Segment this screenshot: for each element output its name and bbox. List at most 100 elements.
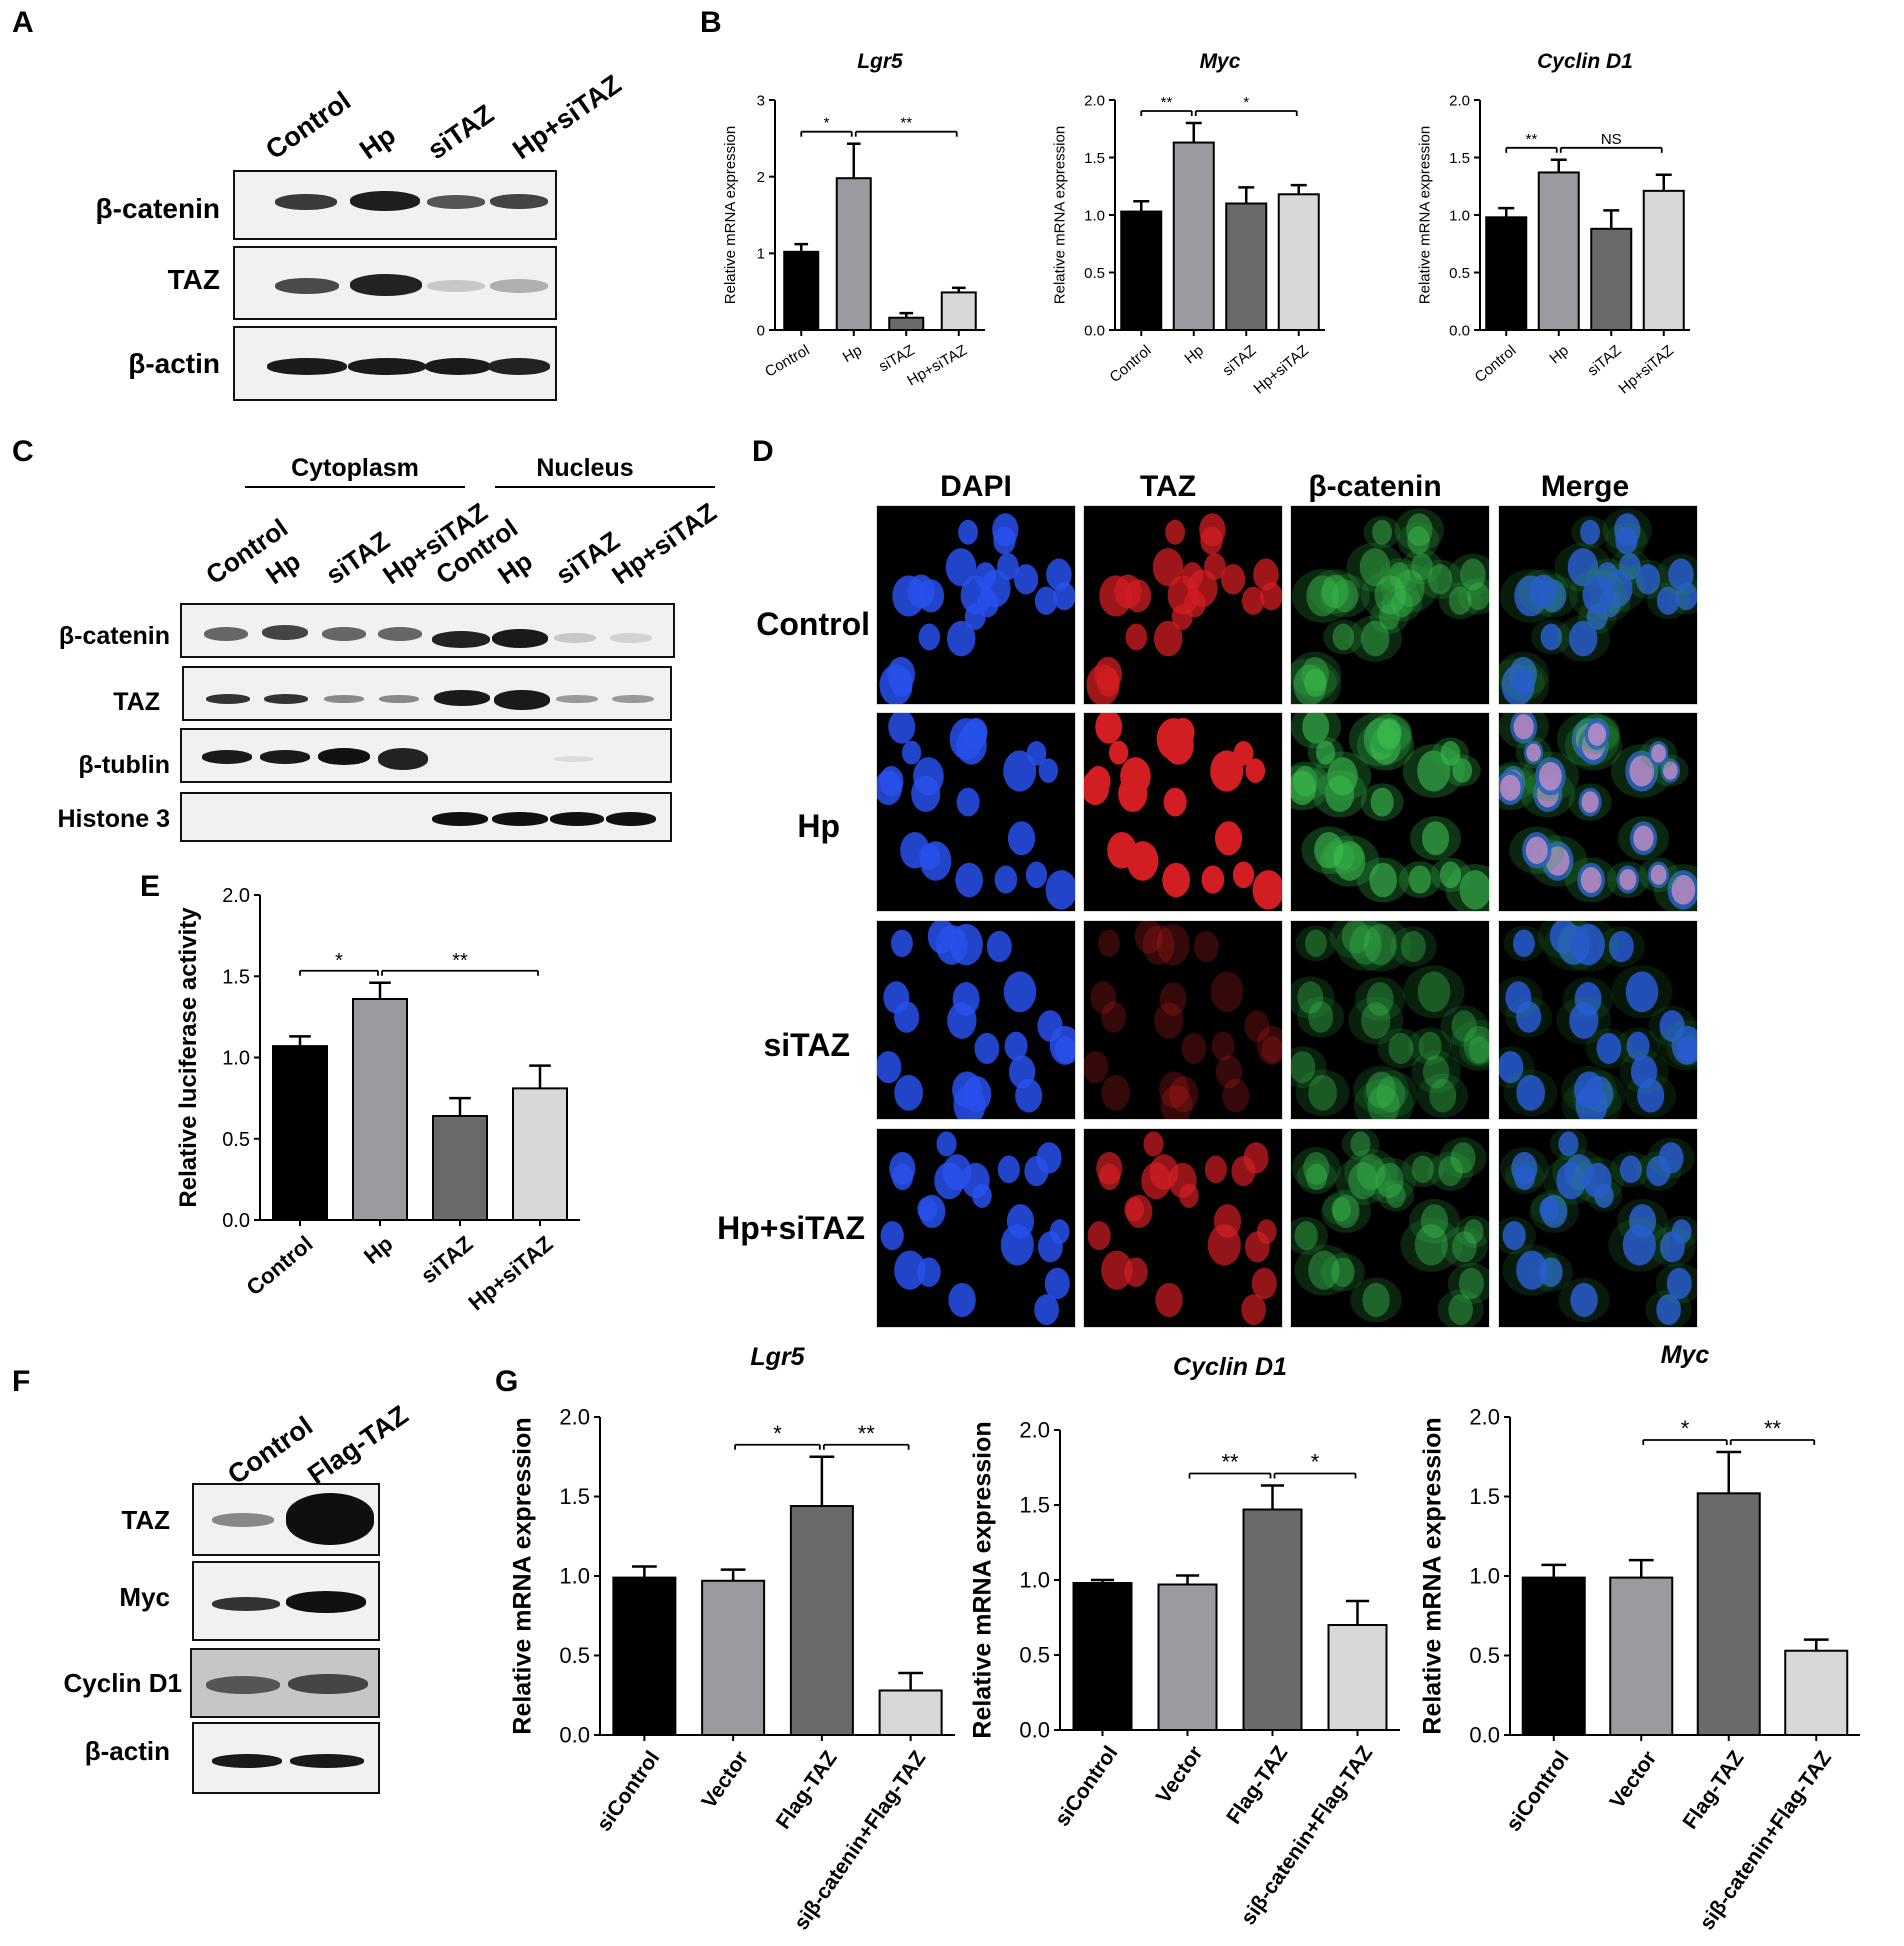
nucleus-signal — [1181, 1032, 1207, 1064]
cytoplasm-signal — [1296, 1159, 1337, 1195]
blot-strip — [182, 666, 672, 721]
cytoplasm-signal — [1379, 558, 1420, 593]
micrograph-cells — [1084, 713, 1282, 910]
cytoplasm-signal — [1400, 1218, 1463, 1272]
nucleus-signal — [1448, 586, 1472, 615]
nucleus-signal — [1332, 1194, 1360, 1228]
y-axis-label: Relative mRNA expression — [1052, 126, 1069, 304]
cytoplasm-signal — [1335, 921, 1396, 971]
nucleus-signal — [1210, 750, 1244, 792]
significance-label: ** — [858, 1421, 876, 1446]
cytoplasm-signal — [1335, 1156, 1391, 1205]
significance-label: * — [824, 115, 830, 132]
nucleus-signal — [1408, 865, 1432, 894]
nucleus-signal — [1341, 921, 1370, 954]
bar — [1277, 193, 1320, 331]
nucleus — [974, 1032, 1000, 1064]
cytoplasm-signal — [1348, 615, 1402, 662]
blot-band — [212, 1754, 282, 1768]
nucleus — [894, 1074, 924, 1111]
cytoplasm-signal — [1403, 965, 1465, 1019]
micrograph-cells — [1291, 921, 1489, 1119]
nucleus-signal — [1204, 1155, 1227, 1184]
blot-band — [606, 812, 656, 826]
significance-label: NS — [1601, 131, 1622, 148]
y-tick-label: 1.5 — [559, 1484, 590, 1509]
cytoplasm-signal — [1646, 582, 1690, 620]
nucleus — [1574, 1071, 1604, 1109]
x-tick-label: Hp — [1181, 342, 1207, 367]
micrograph — [1083, 920, 1283, 1120]
chart-g-lgr5: Lgr5 0.0 0.5 1.0 1.5 2.0 Relative mRNA express… — [509, 1343, 955, 1934]
blot-row-label: TAZ — [167, 264, 220, 295]
cytoplasm-signal — [1353, 1079, 1414, 1119]
bar — [789, 1505, 854, 1736]
bar — [878, 1689, 943, 1737]
cytoplasm-signal — [1411, 1050, 1461, 1094]
cytoplasm-signal — [1291, 658, 1342, 704]
micrograph — [1498, 505, 1698, 705]
blot-band — [490, 194, 548, 209]
nucleus — [1013, 564, 1039, 595]
blot-strip — [192, 1561, 380, 1641]
chart-b-cyclin-d1: Cyclin D1 0.0 0.5 1.0 1.5 2.0 Relative mRNA ex… — [1417, 50, 1690, 397]
x-tick-label: Hp+siTAZ — [904, 342, 970, 390]
cytoplasm-signal — [1499, 976, 1543, 1019]
nucleus — [1046, 558, 1072, 591]
cytoplasm-signal — [1608, 1218, 1671, 1272]
nucleus-signal — [1222, 1078, 1250, 1113]
lane-label: Control — [260, 85, 357, 166]
nucleus — [1003, 750, 1037, 792]
cytoplasm-signal — [1363, 1157, 1417, 1204]
nucleus — [1004, 1031, 1028, 1061]
nucleus-signal — [1215, 1055, 1243, 1089]
lane-label: Control — [222, 1410, 319, 1491]
cytoplasm-signal — [1459, 1032, 1489, 1067]
bar — [783, 250, 820, 331]
cytoplasm-signal — [1322, 1193, 1360, 1226]
nucleus-signal — [1243, 1142, 1269, 1174]
blot-band — [212, 1597, 280, 1611]
nucleus — [1054, 1036, 1075, 1063]
y-tick-label: 0.5 — [1469, 1643, 1500, 1668]
cytoplasm-signal — [1354, 976, 1406, 1021]
cytoplasm-signal — [1438, 582, 1482, 620]
blot-strip — [180, 792, 672, 842]
nucleus — [1619, 1155, 1642, 1184]
nucleus-signal — [1125, 623, 1148, 651]
y-tick-label: 1.5 — [1019, 1493, 1050, 1518]
panel-label-b: B — [700, 6, 722, 39]
significance-label: ** — [1764, 1416, 1782, 1441]
nucleus — [1007, 821, 1036, 856]
x-tick-label: Hp+siTAZ — [1251, 342, 1312, 397]
x-tick-label: Control — [242, 1231, 318, 1300]
nucleus-signal — [1406, 513, 1433, 547]
x-tick-label: Hp — [840, 342, 865, 366]
nucleus-signal — [1400, 930, 1426, 963]
nucleus — [1656, 586, 1680, 615]
nucleus-signal — [1214, 821, 1243, 856]
bar — [612, 1576, 677, 1736]
blot-band — [322, 627, 366, 641]
nucleus — [1656, 1294, 1681, 1326]
cytoplasm-signal — [1320, 574, 1370, 618]
nucleus-signal — [1314, 831, 1344, 869]
cytoplasm-signal — [1597, 926, 1645, 967]
nucleus-signal — [1429, 1078, 1457, 1113]
blot-band — [275, 194, 337, 210]
y-tick-label: 0.0 — [1084, 322, 1105, 339]
nucleus-signal — [1421, 821, 1450, 856]
y-tick-label: 1.0 — [1019, 1568, 1050, 1593]
nucleus — [945, 548, 977, 587]
nucleus-signal — [1153, 620, 1183, 657]
cytoplasm-signal — [1291, 1147, 1341, 1190]
blot-band — [324, 695, 364, 703]
merge-signal — [1651, 744, 1666, 763]
nucleus-signal — [1414, 1224, 1448, 1266]
blot-band — [262, 625, 308, 640]
cytoplasm-signal — [1297, 996, 1345, 1038]
cytoplasm-signal — [1499, 1216, 1536, 1255]
blot-band — [206, 694, 250, 704]
blot-row-label: TAZ — [113, 688, 160, 716]
significance-label: * — [1681, 1416, 1690, 1441]
